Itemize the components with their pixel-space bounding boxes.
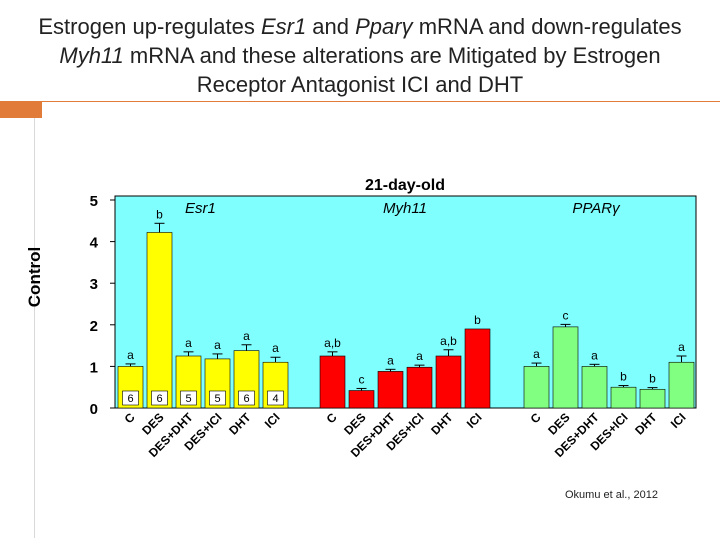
sample-size-box	[209, 390, 226, 406]
title-line-2: Myh11 mRNA and these alterations are Mit…	[0, 41, 720, 70]
significance-label: a,b	[440, 334, 457, 348]
chart-title: 21-day-old	[365, 177, 445, 194]
significance-label: a	[127, 348, 134, 362]
slide-title: Estrogen up-regulates Esr1 and Pparγ mRN…	[0, 12, 720, 99]
bar	[348, 390, 375, 409]
sample-size-box	[151, 390, 168, 406]
legend-series-name: PPARγ	[572, 200, 621, 217]
legend-series-name: Myh11	[383, 200, 427, 217]
sample-size-label: 5	[185, 393, 191, 405]
significance-label: a	[243, 329, 250, 343]
significance-label: a	[533, 347, 540, 361]
category-tick-label: ICI	[668, 410, 689, 431]
category-tick-label: C	[324, 410, 340, 426]
significance-label: b	[474, 313, 481, 327]
category-tick-label: C	[528, 410, 544, 426]
category-tick-label: DHT	[226, 410, 254, 438]
significance-label: b	[649, 372, 656, 386]
bar	[523, 366, 550, 409]
accent-block	[0, 101, 42, 118]
significance-label: a	[416, 349, 423, 363]
legend-series-name: Esr1	[185, 200, 216, 217]
significance-label: b	[620, 370, 627, 384]
sample-size-box	[122, 390, 139, 406]
title-run: Esr1	[260, 14, 307, 39]
plot-area	[114, 195, 697, 409]
bar	[668, 361, 695, 409]
title-run: Pparγ	[355, 14, 413, 39]
significance-label: a	[591, 348, 598, 362]
sample-size-box	[238, 390, 255, 406]
significance-label: c	[563, 308, 569, 322]
y-tick-label: 0	[90, 401, 98, 418]
citation: Okumu et al., 2012	[565, 489, 658, 501]
sample-size-label: 6	[243, 393, 249, 405]
bar	[639, 388, 666, 409]
category-tick-label: ICI	[464, 410, 485, 431]
significance-label: a	[387, 353, 394, 367]
category-tick-label: C	[122, 410, 138, 426]
sample-size-label: 4	[272, 393, 278, 405]
y-tick-label: 5	[90, 193, 98, 210]
category-tick-label: DHT	[428, 410, 456, 438]
accent-rule	[42, 101, 720, 102]
bar	[377, 371, 404, 409]
significance-label: a	[272, 341, 279, 355]
sample-size-label: 6	[156, 393, 162, 405]
title-run: Estrogen up-regulates	[38, 14, 261, 39]
title-run: mRNA and down-regulates	[412, 14, 682, 39]
title-line-3: Receptor Antagonist ICI and DHT	[0, 70, 720, 99]
bar	[435, 355, 462, 409]
sample-size-box	[267, 390, 284, 406]
bar	[581, 366, 608, 409]
significance-label: a	[185, 336, 192, 350]
bar	[464, 328, 491, 409]
significance-label: a,b	[324, 336, 341, 350]
significance-label: a	[678, 340, 685, 354]
sample-size-label: 6	[127, 393, 133, 405]
title-run: Myh11	[59, 43, 124, 68]
sample-size-label: 5	[214, 393, 220, 405]
bar	[117, 366, 144, 409]
y-tick-label: 3	[90, 276, 98, 293]
title-run: Receptor Antagonist ICI and DHT	[196, 72, 524, 97]
bar	[319, 355, 346, 409]
bar	[552, 326, 579, 409]
significance-label: c	[359, 372, 365, 386]
category-tick-label: DHT	[632, 410, 660, 438]
significance-label: b	[156, 207, 163, 221]
title-line-1: Estrogen up-regulates Esr1 and Pparγ mRN…	[0, 12, 720, 41]
significance-label: a	[214, 338, 221, 352]
y-tick-label: 4	[90, 235, 99, 252]
bar	[146, 232, 173, 409]
y-tick-label: 2	[90, 318, 98, 335]
y-tick-label: 1	[90, 359, 98, 376]
bar	[610, 386, 637, 409]
bar	[406, 366, 433, 409]
category-tick-label: ICI	[262, 410, 283, 431]
title-run: mRNA and these alterations are Mitigated…	[123, 43, 661, 68]
y-axis-label: Control	[25, 247, 44, 307]
title-run: and	[306, 14, 356, 39]
sample-size-box	[180, 390, 197, 406]
margin-rule	[34, 118, 35, 538]
